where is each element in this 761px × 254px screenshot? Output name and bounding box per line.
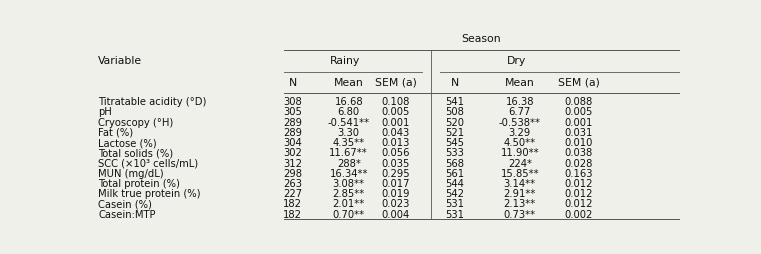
Text: 2.91**: 2.91** [504,188,536,198]
Text: 0.012: 0.012 [565,178,593,188]
Text: 0.043: 0.043 [382,128,410,137]
Text: 298: 298 [283,168,302,178]
Text: 508: 508 [445,107,464,117]
Text: N: N [288,77,297,87]
Text: 304: 304 [283,138,302,148]
Text: 0.73**: 0.73** [504,209,536,219]
Text: SCC (×10³ cells/mL): SCC (×10³ cells/mL) [98,158,198,168]
Text: Titratable acidity (°D): Titratable acidity (°D) [98,97,206,107]
Text: 0.005: 0.005 [565,107,593,117]
Text: 3.14**: 3.14** [504,178,536,188]
Text: 0.108: 0.108 [382,97,410,107]
Text: 288*: 288* [337,158,361,168]
Text: 0.004: 0.004 [382,209,410,219]
Text: 11.67**: 11.67** [330,148,368,158]
Text: 302: 302 [283,148,302,158]
Text: Total solids (%): Total solids (%) [98,148,174,158]
Text: 0.028: 0.028 [565,158,593,168]
Text: -0.538**: -0.538** [498,117,541,127]
Text: 542: 542 [445,188,464,198]
Text: 182: 182 [283,209,302,219]
Text: 545: 545 [445,138,464,148]
Text: -0.541**: -0.541** [328,117,370,127]
Text: 521: 521 [445,128,464,137]
Text: Mean: Mean [505,77,535,87]
Text: Fat (%): Fat (%) [98,128,133,137]
Text: 2.01**: 2.01** [333,199,365,209]
Text: 16.38: 16.38 [505,97,534,107]
Text: SEM (a): SEM (a) [375,77,417,87]
Text: 3.08**: 3.08** [333,178,365,188]
Text: 15.85**: 15.85** [501,168,539,178]
Text: 0.001: 0.001 [382,117,410,127]
Text: 0.013: 0.013 [382,138,410,148]
Text: 0.010: 0.010 [565,138,593,148]
Text: Mean: Mean [334,77,364,87]
Text: Dry: Dry [507,56,527,66]
Text: N: N [451,77,459,87]
Text: 544: 544 [445,178,464,188]
Text: 6.77: 6.77 [508,107,531,117]
Text: Milk true protein (%): Milk true protein (%) [98,188,201,198]
Text: 3.29: 3.29 [508,128,531,137]
Text: 0.038: 0.038 [565,148,593,158]
Text: 3.30: 3.30 [338,128,360,137]
Text: 0.163: 0.163 [565,168,593,178]
Text: 561: 561 [445,168,464,178]
Text: 531: 531 [445,199,464,209]
Text: 289: 289 [283,117,302,127]
Text: Variable: Variable [98,56,142,66]
Text: pH: pH [98,107,112,117]
Text: 305: 305 [283,107,302,117]
Text: Season: Season [462,34,501,44]
Text: 568: 568 [445,158,464,168]
Text: Cryoscopy (°H): Cryoscopy (°H) [98,117,174,127]
Text: 0.295: 0.295 [381,168,410,178]
Text: Total protein (%): Total protein (%) [98,178,180,188]
Text: 2.85**: 2.85** [333,188,365,198]
Text: 6.80: 6.80 [338,107,360,117]
Text: 0.70**: 0.70** [333,209,365,219]
Text: MUN (mg/dL): MUN (mg/dL) [98,168,164,178]
Text: 533: 533 [445,148,464,158]
Text: 227: 227 [283,188,302,198]
Text: 0.012: 0.012 [565,188,593,198]
Text: 289: 289 [283,128,302,137]
Text: 0.088: 0.088 [565,97,593,107]
Text: Casein (%): Casein (%) [98,199,152,209]
Text: 4.35**: 4.35** [333,138,365,148]
Text: 0.019: 0.019 [382,188,410,198]
Text: 182: 182 [283,199,302,209]
Text: 11.90**: 11.90** [501,148,539,158]
Text: 263: 263 [283,178,302,188]
Text: 541: 541 [445,97,464,107]
Text: 312: 312 [283,158,302,168]
Text: Casein:MTP: Casein:MTP [98,209,155,219]
Text: 2.13**: 2.13** [504,199,536,209]
Text: 16.68: 16.68 [334,97,363,107]
Text: Rainy: Rainy [330,56,360,66]
Text: 308: 308 [283,97,302,107]
Text: 0.035: 0.035 [382,158,410,168]
Text: 16.34**: 16.34** [330,168,368,178]
Text: 224*: 224* [508,158,532,168]
Text: 0.017: 0.017 [382,178,410,188]
Text: SEM (a): SEM (a) [558,77,600,87]
Text: 0.023: 0.023 [382,199,410,209]
Text: 0.001: 0.001 [565,117,593,127]
Text: 0.056: 0.056 [382,148,410,158]
Text: 4.50**: 4.50** [504,138,536,148]
Text: 520: 520 [445,117,464,127]
Text: 531: 531 [445,209,464,219]
Text: Lactose (%): Lactose (%) [98,138,157,148]
Text: 0.005: 0.005 [382,107,410,117]
Text: 0.012: 0.012 [565,199,593,209]
Text: 0.031: 0.031 [565,128,593,137]
Text: 0.002: 0.002 [565,209,593,219]
